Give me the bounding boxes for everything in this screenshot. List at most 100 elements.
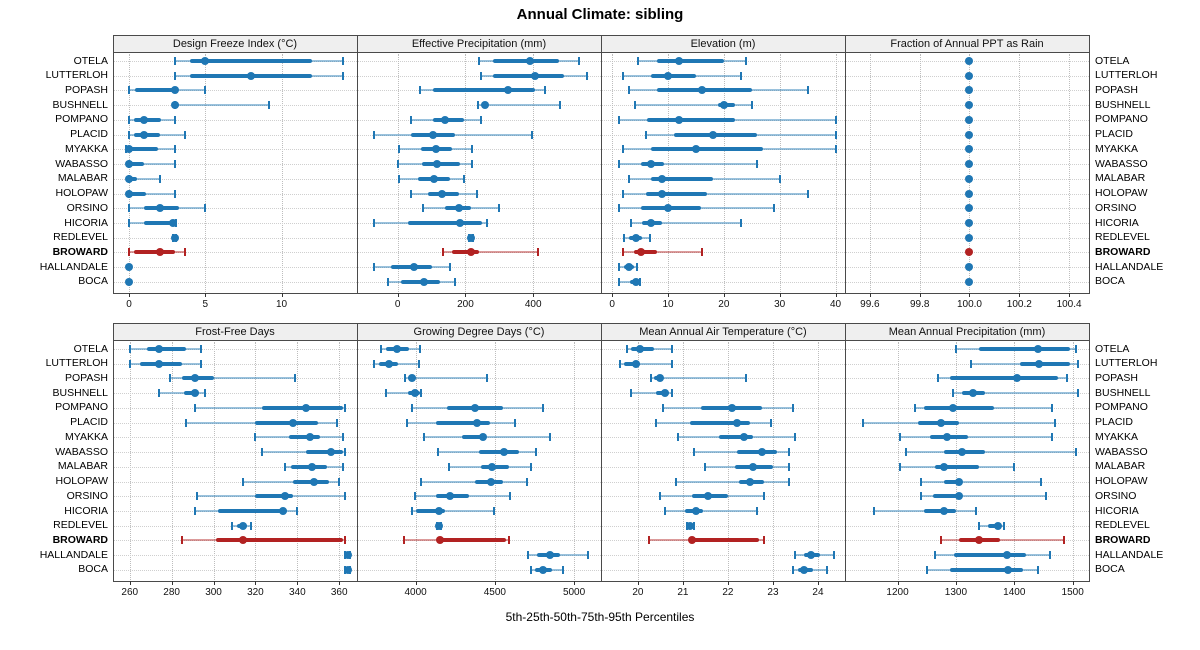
axis-tick-label: 4000 xyxy=(404,587,427,598)
horizontal-gridline xyxy=(114,363,1089,365)
median-dot xyxy=(719,101,728,110)
percentile-whisker xyxy=(242,480,340,483)
percentile-whisker xyxy=(261,451,346,454)
whisker-cap-low xyxy=(181,536,184,545)
horizontal-gridline xyxy=(114,105,1089,107)
median-dot xyxy=(343,551,352,560)
whisker-cap-low xyxy=(919,492,922,501)
whisker-cap-high xyxy=(513,418,516,427)
median-dot xyxy=(631,359,640,368)
vertical-gridline xyxy=(171,342,173,580)
median-dot xyxy=(539,565,548,574)
whisker-cap-low xyxy=(479,71,482,80)
site-label-left: PLACID xyxy=(70,416,108,429)
median-dot xyxy=(410,389,419,398)
horizontal-gridline xyxy=(114,525,1089,527)
whisker-cap-low xyxy=(675,477,678,486)
percentile-whisker xyxy=(478,104,561,107)
horizontal-gridline xyxy=(114,569,1089,571)
whisker-cap-low xyxy=(618,263,621,272)
whisker-cap-high xyxy=(344,448,347,457)
axis-tick xyxy=(723,293,725,297)
percentile-whisker xyxy=(941,539,1064,542)
whisker-cap-high xyxy=(834,130,837,139)
vertical-gridline xyxy=(255,342,257,580)
site-label-left: MALABAR xyxy=(57,172,108,185)
vertical-gridline xyxy=(339,342,341,580)
site-label-left: LUTTERLOH xyxy=(45,357,108,370)
whisker-cap-low xyxy=(185,418,188,427)
whisker-cap-low xyxy=(899,433,902,442)
horizontal-gridline xyxy=(114,540,1089,542)
axis-tick-label: 99.8 xyxy=(909,299,930,310)
vertical-gridline xyxy=(574,342,576,580)
whisker-cap-low xyxy=(636,57,639,65)
axis-tick xyxy=(1019,293,1021,297)
whisker-cap-low xyxy=(385,389,388,398)
axis-tick xyxy=(682,581,684,585)
whisker-cap-high xyxy=(975,507,978,516)
whisker-cap-low xyxy=(418,86,421,95)
median-dot xyxy=(125,145,133,154)
horizontal-gridline xyxy=(114,134,1089,136)
whisker-cap-low xyxy=(128,130,130,139)
median-dot xyxy=(467,233,476,242)
axis-tick xyxy=(281,293,283,297)
horizontal-gridline xyxy=(114,349,1089,350)
axis-tick-label: 1400 xyxy=(1003,587,1026,598)
whisker-cap-high xyxy=(542,403,545,412)
whisker-cap-high xyxy=(762,536,765,545)
whisker-cap-high xyxy=(341,71,344,80)
whisker-cap-high xyxy=(649,233,652,242)
median-dot xyxy=(940,507,949,516)
interquartile-bar xyxy=(736,450,778,455)
percentile-whisker xyxy=(676,480,789,483)
median-dot xyxy=(247,71,255,80)
whisker-cap-high xyxy=(559,101,562,110)
site-label-right: ORSINO xyxy=(1095,489,1137,502)
median-dot xyxy=(632,233,641,242)
percentile-whisker xyxy=(630,222,741,225)
axis-tick xyxy=(969,293,971,297)
site-label-right: PLACID xyxy=(1095,128,1133,141)
whisker-cap-high xyxy=(739,219,742,228)
whisker-cap-high xyxy=(670,345,673,353)
whisker-cap-high xyxy=(526,477,529,486)
horizontal-gridline xyxy=(114,496,1089,498)
site-label-right: BROWARD xyxy=(1095,245,1151,258)
site-label-right: HICORIA xyxy=(1095,216,1139,229)
vertical-gridline xyxy=(205,54,207,292)
axis-tick xyxy=(1072,581,1074,585)
whisker-cap-high xyxy=(792,403,795,412)
median-dot xyxy=(739,433,748,442)
median-dot xyxy=(1035,359,1044,368)
panel-header-5: Growing Degree Days (°C) xyxy=(413,326,545,338)
interquartile-bar xyxy=(146,347,187,351)
whisker-cap-high xyxy=(1051,433,1054,442)
interquartile-bar xyxy=(305,450,344,455)
whisker-cap-high xyxy=(338,477,341,486)
whisker-cap-high xyxy=(1062,536,1065,545)
interquartile-bar xyxy=(492,59,559,63)
median-dot xyxy=(545,551,554,560)
horizontal-gridline xyxy=(114,466,1089,468)
whisker-cap-high xyxy=(294,374,297,383)
horizontal-gridline xyxy=(114,208,1089,210)
axis-tick-label: 5 xyxy=(202,299,209,310)
vertical-gridline xyxy=(1069,54,1071,292)
median-dot xyxy=(703,492,712,501)
site-label-left: HICORIA xyxy=(64,216,108,229)
whisker-cap-low xyxy=(622,189,625,198)
interquartile-bar xyxy=(438,538,506,543)
whisker-cap-low xyxy=(386,277,389,286)
whisker-cap-high xyxy=(756,160,759,169)
axis-tick xyxy=(772,581,774,585)
whisker-cap-low xyxy=(193,403,196,412)
vertical-gridline xyxy=(612,54,614,292)
whisker-cap-low xyxy=(693,448,696,457)
site-label-right: MALABAR xyxy=(1095,460,1146,473)
whisker-cap-low xyxy=(661,403,664,412)
median-dot xyxy=(525,57,534,65)
site-label-left: BROWARD xyxy=(52,245,108,258)
median-dot xyxy=(1013,374,1022,383)
